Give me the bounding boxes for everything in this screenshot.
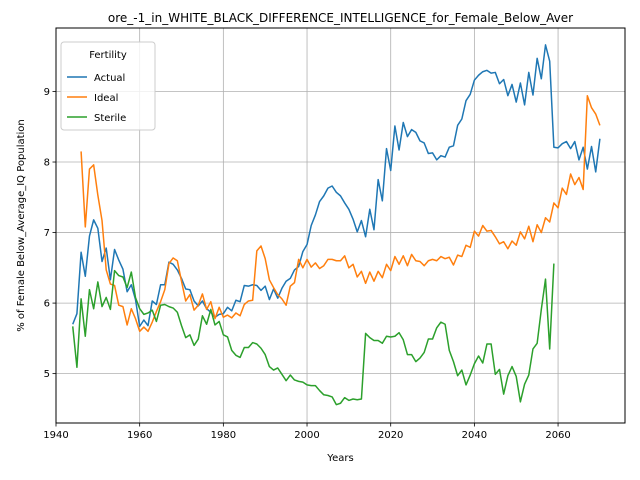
- y-tick-label: 8: [44, 158, 50, 169]
- y-tick-label: 9: [44, 87, 50, 98]
- x-axis-label: Years: [326, 453, 353, 464]
- x-tick-label: 2040: [462, 430, 487, 441]
- y-axis-label: % of Female Below_Average_IQ Population: [16, 119, 27, 332]
- series-line-ideal: [80, 94, 601, 333]
- legend: Fertility Actual Ideal Sterile: [60, 41, 156, 131]
- x-tick-label: 2000: [294, 430, 319, 441]
- legend-label-actual: Actual: [94, 73, 125, 84]
- series-line-sterile: [71, 263, 555, 406]
- x-tick-label: 2020: [378, 430, 403, 441]
- legend-label-ideal: Ideal: [94, 93, 118, 104]
- x-tick-label: 1980: [211, 430, 236, 441]
- y-tick-label: 5: [44, 369, 50, 380]
- plot-frame: [55, 27, 626, 424]
- legend-label-sterile: Sterile: [94, 113, 126, 124]
- series-line-actual: [72, 44, 601, 328]
- series-group: [71, 44, 601, 406]
- y-tick-label: 6: [44, 299, 50, 310]
- ticks: 1940 1960 1980 2000 2020 2040 2060 5 6 7 8 9: [43, 87, 571, 441]
- x-tick-label: 1940: [43, 430, 68, 441]
- x-tick-label: 2060: [545, 430, 570, 441]
- chart-title: ore_-1_in_WHITE_BLACK_DIFFERENCE_INTELLI…: [108, 11, 573, 25]
- legend-box: [60, 41, 156, 131]
- y-tick-label: 7: [44, 228, 50, 239]
- x-tick-label: 1960: [127, 430, 152, 441]
- legend-title: Fertility: [89, 50, 127, 61]
